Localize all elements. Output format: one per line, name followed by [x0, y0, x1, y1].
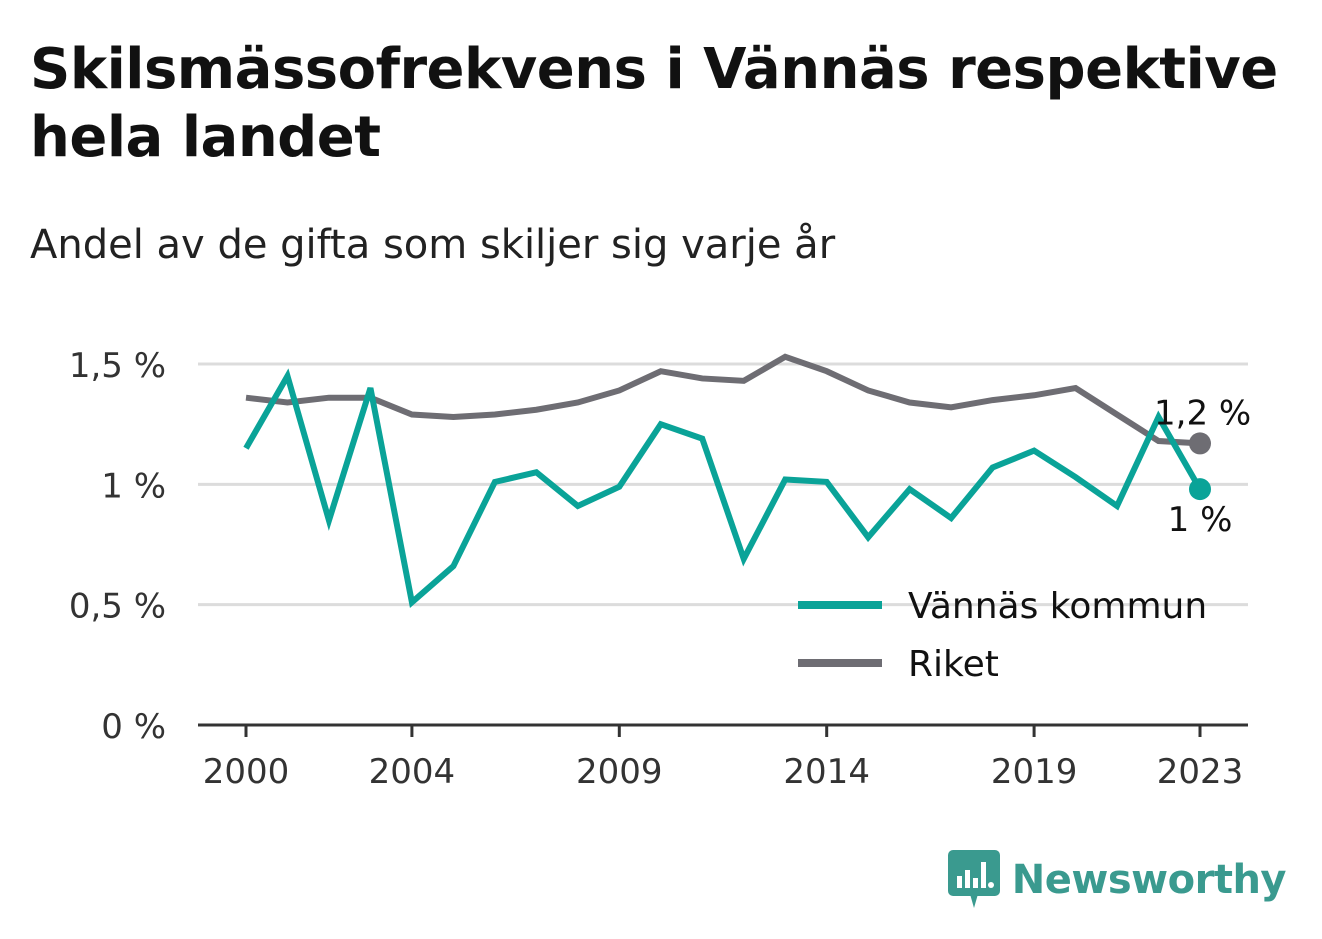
x-axis: 2000 2004 2009 2014 2019 2023 — [198, 723, 1248, 792]
y-tick-label: 0,5 % — [69, 587, 166, 627]
series-line-riket — [245, 353, 1201, 447]
y-tick-label: 0 % — [101, 707, 166, 747]
x-tick-label: 2023 — [1157, 752, 1244, 792]
x-tick-label: 2000 — [203, 752, 290, 792]
y-axis-tick-labels: 0 % 0,5 % 1 % 1,5 % — [69, 346, 166, 747]
x-tick-label: 2009 — [576, 752, 663, 792]
end-labels: 1,2 % 1 % — [1154, 393, 1251, 540]
legend-label: Riket — [908, 644, 999, 685]
series-end-point-vannas-kommun — [1189, 478, 1211, 501]
x-tick-label: 2004 — [369, 752, 456, 792]
y-tick-label: 1,5 % — [69, 346, 166, 386]
chart-subtitle: Andel av de gifta som skiljer sig varje … — [30, 222, 836, 268]
end-label-vannas: 1 % — [1168, 500, 1233, 540]
newsworthy-logo-icon — [947, 850, 1000, 908]
legend-label: Vännäs kommun — [908, 586, 1207, 627]
legend: Vännäs kommun Riket — [798, 586, 1207, 685]
series-line-vannas-kommun — [243, 368, 1203, 608]
series-end-point-riket — [1189, 432, 1211, 455]
newsworthy-logo: Newsworthy — [947, 850, 1287, 910]
chart-title: Skilsmässofrekvens i Vännäs respektive h… — [30, 37, 1278, 170]
brand-name: Newsworthy — [1011, 857, 1287, 903]
grid-lines — [198, 362, 1248, 607]
series-lines — [243, 353, 1211, 608]
y-tick-label: 1 % — [101, 466, 166, 506]
x-tick-label: 2019 — [991, 752, 1078, 792]
x-tick-label: 2014 — [783, 752, 870, 792]
end-label-riket: 1,2 % — [1154, 393, 1251, 433]
